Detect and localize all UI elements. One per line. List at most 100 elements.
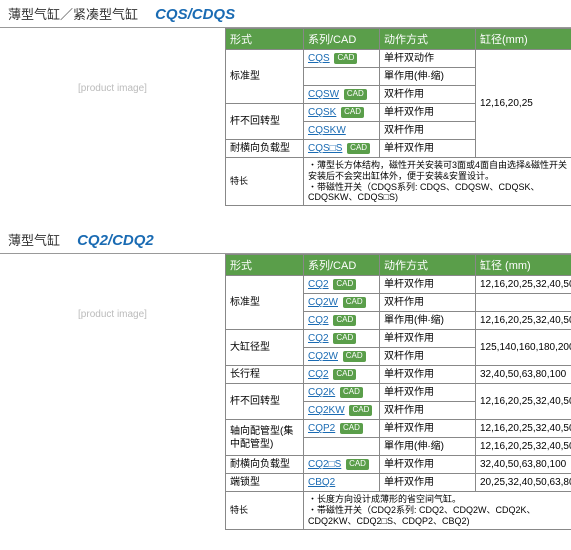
section-code: CQ2/CDQ2 xyxy=(77,232,154,249)
section-header: 薄型气缸／紧凑型气缸 CQS/CDQS xyxy=(0,0,571,28)
action-cell: 單作用(伸·缩) xyxy=(380,438,476,456)
action-cell: 单杆双作用 xyxy=(380,330,476,348)
bore-cell: 12,16,20,25 xyxy=(476,50,571,158)
series-cell: CQSKW xyxy=(304,122,380,140)
series-link[interactable]: CQ2W xyxy=(308,297,338,308)
series-cell: CQ2 CAD xyxy=(304,276,380,294)
bore-cell: 12,16,20,25,32,40,50,63,80,100 xyxy=(476,420,571,438)
feature-label: 特长 xyxy=(226,492,304,529)
action-cell: 單作用(伸·缩) xyxy=(380,312,476,330)
series-cell: CQ2□S CAD xyxy=(304,456,380,474)
action-cell: 單作用(伸·缩) xyxy=(380,68,476,86)
cad-icon[interactable]: CAD xyxy=(333,333,356,343)
feature-text: ・长度方向设计成薄形的省空间气缸。・帯磁性开关（CDQ2系列: CDQ2、CDQ… xyxy=(304,492,571,529)
bore-cell xyxy=(476,294,571,312)
product-image-cqs: [product image] xyxy=(0,28,225,148)
series-cell: CQ2K CAD xyxy=(304,384,380,402)
series-link[interactable]: CQ2W xyxy=(308,351,338,362)
series-link[interactable]: CQS xyxy=(308,53,330,64)
series-cell: CQS□S CAD xyxy=(304,140,380,158)
col-header: 形式 xyxy=(226,255,304,276)
cad-icon[interactable]: CAD xyxy=(349,405,372,415)
series-link[interactable]: CQ2 xyxy=(308,369,329,380)
series-link[interactable]: CQ2K xyxy=(308,387,335,398)
series-cell: CQSW CAD xyxy=(304,86,380,104)
series-link[interactable]: CQ2 xyxy=(308,333,329,344)
series-cell: CQ2 CAD xyxy=(304,330,380,348)
action-cell: 单杆双作用 xyxy=(380,384,476,402)
series-cell: CQ2W CAD xyxy=(304,294,380,312)
bore-cell: 12,16,20,25,32,40,50,63,80,100 xyxy=(476,276,571,294)
spec-table-cq2: 形式系列/CAD动作方式缸径 (mm)标准型CQ2 CAD单杆双作用12,16,… xyxy=(225,254,571,529)
action-cell: 单杆双动作 xyxy=(380,50,476,68)
feature-text: ・薄型长方体结构，磁性开关安装可3面或4面自由选择&磁性开关安装后不会突出缸体外… xyxy=(304,158,571,206)
bore-cell: 32,40,50,63,80,100 xyxy=(476,366,571,384)
form-cell: 长行程 xyxy=(226,366,304,384)
section-title: 薄型气缸 xyxy=(8,233,60,248)
cad-icon[interactable]: CAD xyxy=(340,423,363,433)
series-link[interactable]: CQP2 xyxy=(308,423,335,434)
series-link[interactable]: CQSW xyxy=(308,89,339,100)
series-link[interactable]: CQSKW xyxy=(308,125,346,136)
col-header: 系列/CAD xyxy=(304,255,380,276)
cad-icon[interactable]: CAD xyxy=(344,89,367,99)
action-cell: 双杆作用 xyxy=(380,402,476,420)
section-cq2: 薄型气缸 CQ2/CDQ2 [product image] 形式系列/CAD动作… xyxy=(0,226,571,529)
series-cell xyxy=(304,438,380,456)
col-header: 动作方式 xyxy=(380,255,476,276)
series-link[interactable]: CBQ2 xyxy=(308,477,335,488)
action-cell: 单杆双作用 xyxy=(380,104,476,122)
bore-cell: 12,16,20,25,32,40,50 xyxy=(476,438,571,456)
series-cell: CQ2 CAD xyxy=(304,366,380,384)
series-link[interactable]: CQ2KW xyxy=(308,405,345,416)
cad-icon[interactable]: CAD xyxy=(340,387,363,397)
product-image-cq2: [product image] xyxy=(0,254,225,374)
cad-icon[interactable]: CAD xyxy=(334,53,357,63)
col-header: 形式 xyxy=(226,29,304,50)
cad-icon[interactable]: CAD xyxy=(333,279,356,289)
series-link[interactable]: CQ2 xyxy=(308,315,329,326)
series-cell: CBQ2 xyxy=(304,474,380,492)
series-link[interactable]: CQ2 xyxy=(308,279,329,290)
series-cell: CQ2 CAD xyxy=(304,312,380,330)
action-cell: 双杆作用 xyxy=(380,86,476,104)
form-cell: 大缸径型 xyxy=(226,330,304,366)
action-cell: 单杆双作用 xyxy=(380,474,476,492)
series-link[interactable]: CQS□S xyxy=(308,143,342,154)
section-header: 薄型气缸 CQ2/CDQ2 xyxy=(0,226,571,254)
form-cell: 标准型 xyxy=(226,50,304,104)
bore-cell: 12,16,20,25,32,40,50,63 xyxy=(476,384,571,420)
col-header: 动作方式 xyxy=(380,29,476,50)
form-cell: 耐横向负载型 xyxy=(226,456,304,474)
bore-cell: 125,140,160,180,200 xyxy=(476,330,571,366)
cad-icon[interactable]: CAD xyxy=(333,369,356,379)
spec-table-cqs: 形式系列/CAD动作方式缸径(mm)标准型CQS CAD单杆双动作12,16,2… xyxy=(225,28,571,206)
series-cell xyxy=(304,68,380,86)
series-link[interactable]: CQSK xyxy=(308,107,336,118)
section-code: CQS/CDQS xyxy=(155,6,235,23)
series-cell: CQSK CAD xyxy=(304,104,380,122)
action-cell: 双杆作用 xyxy=(380,348,476,366)
cad-icon[interactable]: CAD xyxy=(333,315,356,325)
series-cell: CQP2 CAD xyxy=(304,420,380,438)
cad-icon[interactable]: CAD xyxy=(347,143,370,153)
cad-icon[interactable]: CAD xyxy=(341,107,364,117)
cad-icon[interactable]: CAD xyxy=(343,297,366,307)
action-cell: 单杆双作用 xyxy=(380,420,476,438)
series-link[interactable]: CQ2□S xyxy=(308,459,341,470)
cad-icon[interactable]: CAD xyxy=(343,351,366,361)
bore-cell: 20,25,32,40,50,63,80,100 xyxy=(476,474,571,492)
bore-cell: 12,16,20,25,32,40,50 xyxy=(476,312,571,330)
form-cell: 端锁型 xyxy=(226,474,304,492)
action-cell: 单杆双作用 xyxy=(380,456,476,474)
action-cell: 双杆作用 xyxy=(380,122,476,140)
form-cell: 标准型 xyxy=(226,276,304,330)
cad-icon[interactable]: CAD xyxy=(346,459,369,469)
series-cell: CQS CAD xyxy=(304,50,380,68)
col-header: 系列/CAD xyxy=(304,29,380,50)
bore-cell: 32,40,50,63,80,100 xyxy=(476,456,571,474)
section-title: 薄型气缸／紧凑型气缸 xyxy=(8,7,138,22)
action-cell: 单杆双作用 xyxy=(380,140,476,158)
action-cell: 双杆作用 xyxy=(380,294,476,312)
feature-label: 特长 xyxy=(226,158,304,206)
